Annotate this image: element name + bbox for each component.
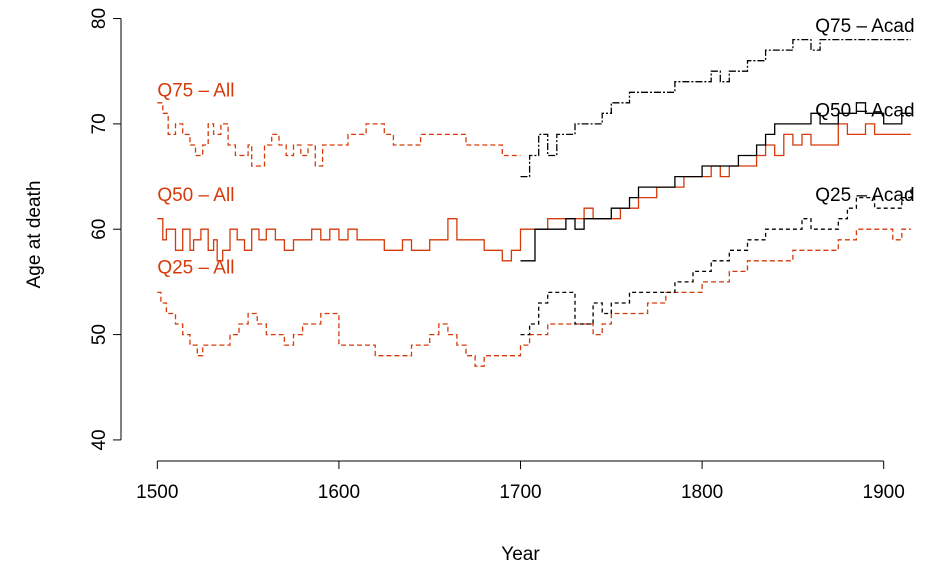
y-tick-label: 40: [89, 429, 110, 450]
x-tick-label: 1600: [318, 482, 360, 503]
series-layer: [157, 38, 912, 367]
y-axis-title: Age at death: [24, 181, 45, 289]
annotation-layer: Q75 – All Q50 – All Q25 – All Q75 – Acad Q50…: [157, 16, 914, 278]
y-axis: 40 50 60 70 80: [89, 8, 122, 451]
x-axis: 1500 1600 1700 1800 1900: [136, 460, 905, 503]
series-label: Q75 – All: [157, 80, 234, 101]
series-label: Q25 – Acad: [815, 185, 914, 206]
x-tick-label: 1500: [136, 482, 178, 503]
series-label: Q50 – Acad: [815, 101, 914, 122]
series-line-5: [520, 102, 911, 262]
series-line-2: [157, 123, 911, 262]
series-line-6: [520, 187, 912, 336]
series-line-3: [157, 228, 911, 367]
y-tick-label: 80: [89, 8, 110, 29]
y-tick-label: 70: [89, 113, 110, 134]
x-tick-label: 1900: [863, 482, 905, 503]
y-tick-label: 50: [89, 324, 110, 345]
series-line-4: [520, 38, 911, 178]
x-tick-label: 1700: [499, 482, 541, 503]
series-label: Q25 – All: [157, 257, 234, 278]
series-label: Q50 – All: [157, 185, 234, 206]
x-tick-label: 1800: [681, 482, 723, 503]
series-line-1: [157, 102, 521, 167]
series-label: Q75 – Acad: [815, 16, 914, 37]
y-tick-label: 60: [89, 219, 110, 240]
x-axis-title: Year: [501, 544, 540, 565]
